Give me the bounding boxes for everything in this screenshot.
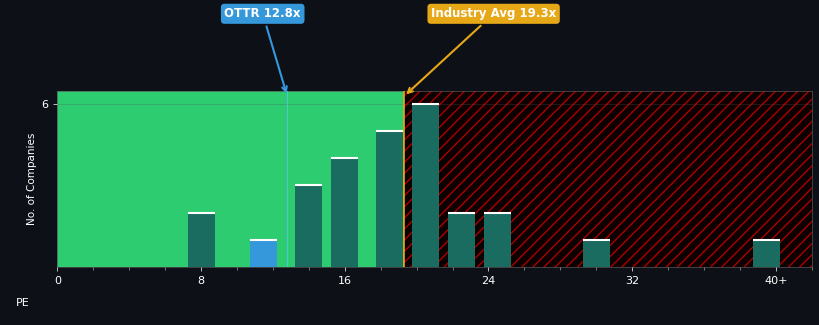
Text: Industry Avg 19.3x: Industry Avg 19.3x xyxy=(407,7,555,93)
Text: OTTR 12.8x: OTTR 12.8x xyxy=(224,7,301,91)
Bar xyxy=(582,240,609,266)
Bar xyxy=(753,240,780,266)
Bar xyxy=(57,91,404,266)
Bar xyxy=(295,186,322,266)
Bar xyxy=(412,105,438,266)
Bar xyxy=(331,159,358,266)
Y-axis label: No. of Companies: No. of Companies xyxy=(27,133,37,225)
Bar xyxy=(404,91,811,266)
Bar xyxy=(376,132,403,266)
Bar xyxy=(447,213,474,266)
Bar xyxy=(483,213,510,266)
Text: PE: PE xyxy=(16,298,29,308)
Bar xyxy=(188,213,215,266)
Bar xyxy=(250,240,277,266)
